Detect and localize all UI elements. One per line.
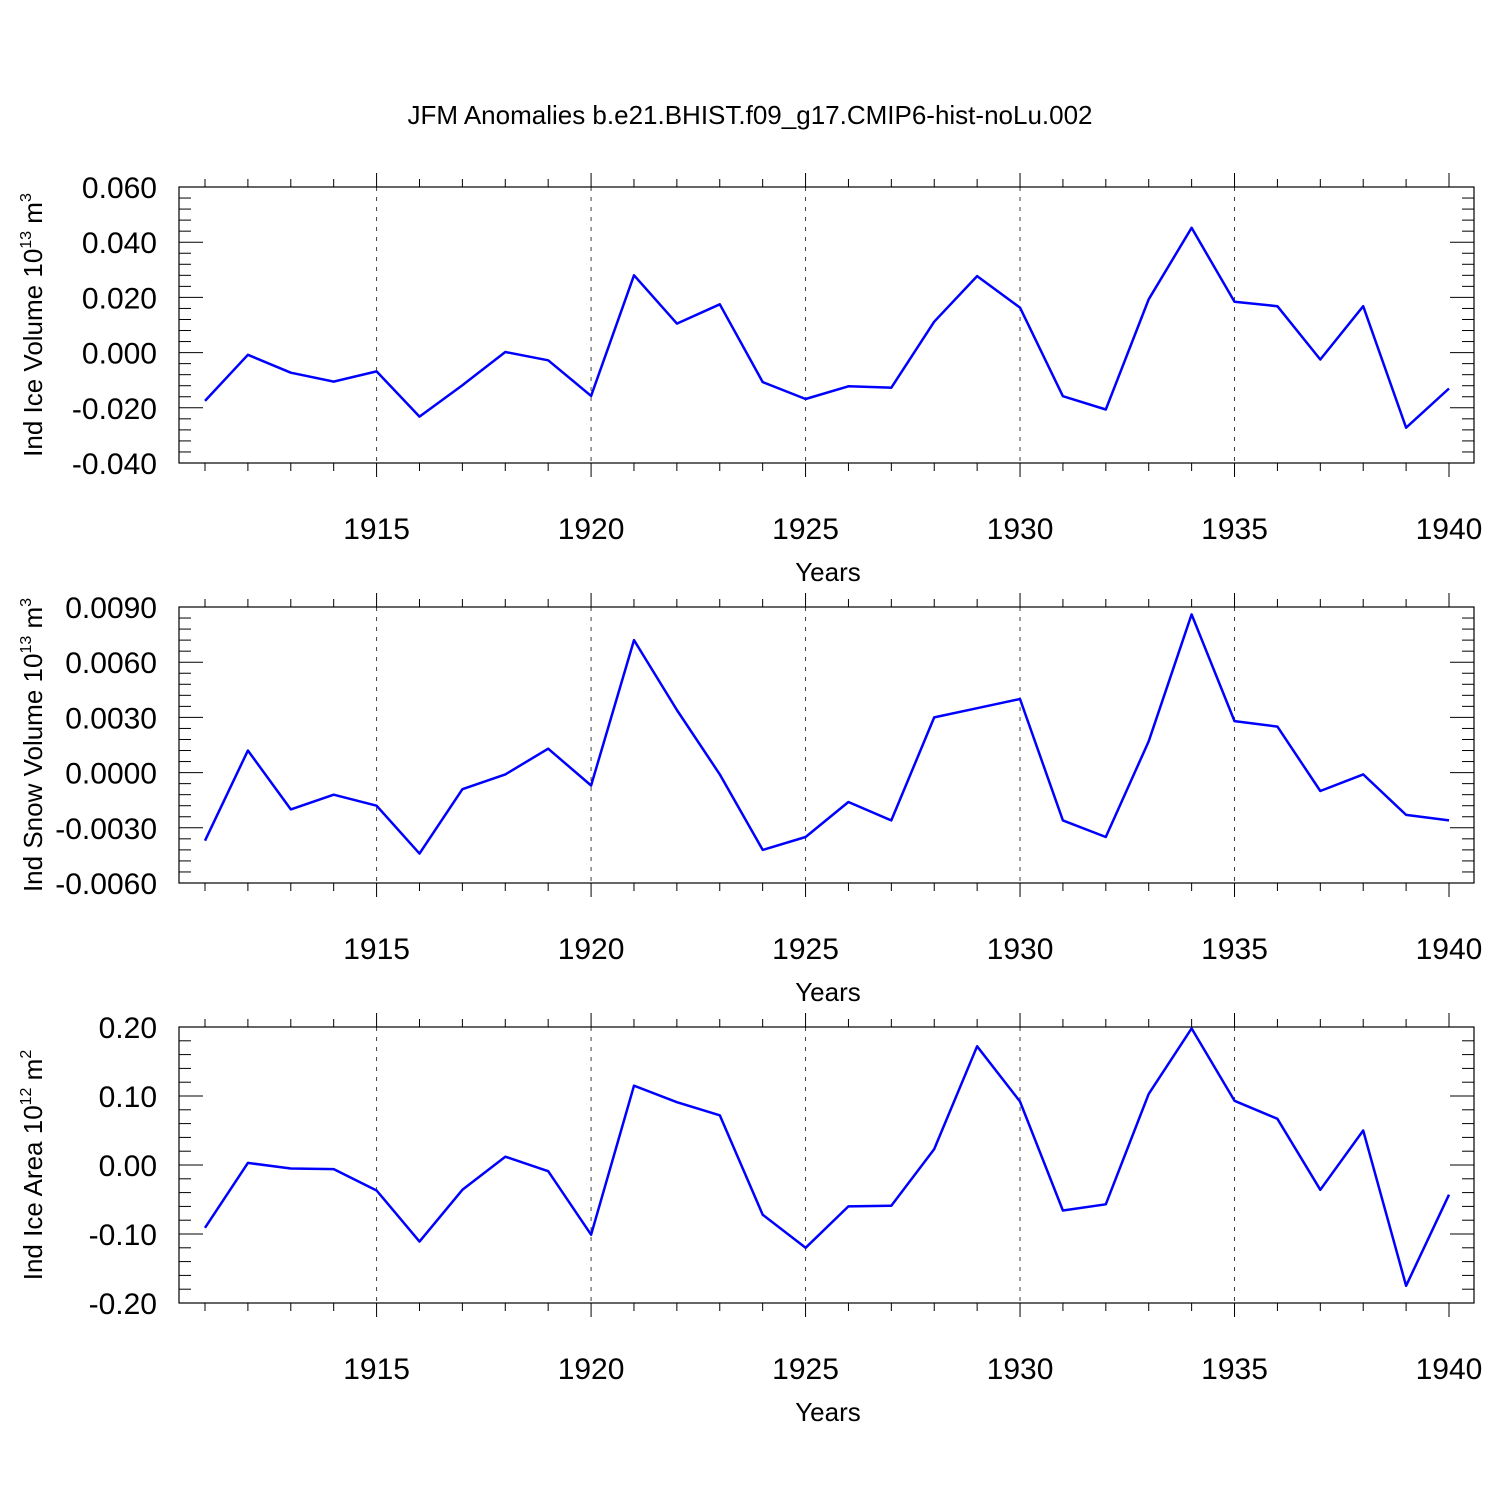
y-axis-title-text: Ind Ice Volume 10 bbox=[18, 249, 48, 457]
y-tick-label: 0.10 bbox=[99, 1081, 157, 1114]
x-tick-label: 1930 bbox=[987, 1353, 1054, 1386]
plot-frame bbox=[178, 1026, 1475, 1304]
y-tick-label: -0.0030 bbox=[55, 813, 157, 846]
panel-3: 1915 1920 1925 1930 1935 1940 -0.20 -0.10 0.00 0.… bbox=[18, 1012, 1482, 1427]
y-axis-title-unit-exponent: 3 bbox=[18, 598, 35, 607]
panels: 1915 1920 1925 1930 1935 1940 -0.040 -0.020 0.00… bbox=[18, 172, 1482, 1427]
y-tick-label: -0.20 bbox=[89, 1288, 157, 1321]
x-tick-label: 1920 bbox=[558, 1353, 625, 1386]
series-line bbox=[203, 1027, 1451, 1288]
y-tick-label: -0.0060 bbox=[55, 868, 157, 901]
x-tick-label: 1935 bbox=[1201, 513, 1268, 546]
y-tick-label: 0.040 bbox=[82, 227, 157, 260]
y-tick-label: -0.020 bbox=[72, 393, 157, 426]
y-axis-title-exponent: 13 bbox=[18, 231, 35, 249]
y-axis-title-unit: m bbox=[18, 202, 48, 231]
series-line bbox=[203, 613, 1450, 855]
y-tick-label: -0.10 bbox=[89, 1219, 157, 1252]
y-axis-title-text: Ind Snow Volume 10 bbox=[18, 654, 48, 893]
y-axis-title: Ind Ice Area 1012 m2 bbox=[18, 1050, 48, 1281]
y-axis-title: Ind Ice Volume 1013 m3 bbox=[18, 193, 48, 457]
y-tick-label: 0.0060 bbox=[65, 647, 157, 680]
y-tick-label: 0.000 bbox=[82, 338, 157, 371]
y-tick-label: 0.020 bbox=[82, 282, 157, 315]
x-tick-label: 1930 bbox=[987, 933, 1054, 966]
y-tick-label: 0.0030 bbox=[65, 702, 157, 735]
x-tick-label: 1940 bbox=[1416, 1353, 1483, 1386]
x-tick-label: 1935 bbox=[1201, 933, 1268, 966]
x-tick-label: 1925 bbox=[772, 933, 839, 966]
y-tick-label: 0.0090 bbox=[65, 592, 157, 625]
y-axis-title-unit: m bbox=[18, 1059, 48, 1088]
plot-frame bbox=[178, 606, 1475, 884]
panel-1: 1915 1920 1925 1930 1935 1940 -0.040 -0.020 0.00… bbox=[18, 172, 1482, 587]
x-tick-label: 1915 bbox=[343, 513, 410, 546]
x-axis-title: Years bbox=[795, 977, 861, 1007]
y-tick-label: 0.0000 bbox=[65, 758, 157, 791]
chart-title: JFM Anomalies b.e21.BHIST.f09_g17.CMIP6-… bbox=[407, 100, 1092, 130]
x-axis-title: Years bbox=[795, 1397, 861, 1427]
x-tick-label: 1915 bbox=[343, 1353, 410, 1386]
y-axis-title: Ind Snow Volume 1013 m3 bbox=[18, 598, 48, 892]
x-axis-title: Years bbox=[795, 557, 861, 587]
x-tick-label: 1915 bbox=[343, 933, 410, 966]
y-tick-label: 0.060 bbox=[82, 172, 157, 205]
plot-frame bbox=[178, 186, 1475, 464]
x-tick-label: 1930 bbox=[987, 513, 1054, 546]
y-axis-title-exponent: 13 bbox=[18, 636, 35, 654]
x-tick-label: 1935 bbox=[1201, 1353, 1268, 1386]
y-axis-title-unit: m bbox=[18, 607, 48, 636]
x-tick-label: 1925 bbox=[772, 1353, 839, 1386]
x-tick-label: 1940 bbox=[1416, 513, 1483, 546]
y-tick-label: 0.00 bbox=[99, 1150, 157, 1183]
y-axis-title-unit-exponent: 2 bbox=[18, 1050, 35, 1059]
y-tick-label: 0.20 bbox=[99, 1012, 157, 1045]
x-tick-label: 1920 bbox=[558, 513, 625, 546]
y-axis-title-unit-exponent: 3 bbox=[18, 193, 35, 202]
y-tick-label: -0.040 bbox=[72, 448, 157, 481]
y-axis-title-exponent: 12 bbox=[18, 1087, 35, 1105]
x-tick-label: 1940 bbox=[1416, 933, 1483, 966]
y-axis-title-text: Ind Ice Area 10 bbox=[18, 1105, 48, 1280]
series-line bbox=[204, 226, 1450, 429]
x-tick-label: 1920 bbox=[558, 933, 625, 966]
panel-2: 1915 1920 1925 1930 1935 1940 -0.0060 -0.0030 0.… bbox=[18, 592, 1482, 1007]
x-tick-label: 1925 bbox=[772, 513, 839, 546]
